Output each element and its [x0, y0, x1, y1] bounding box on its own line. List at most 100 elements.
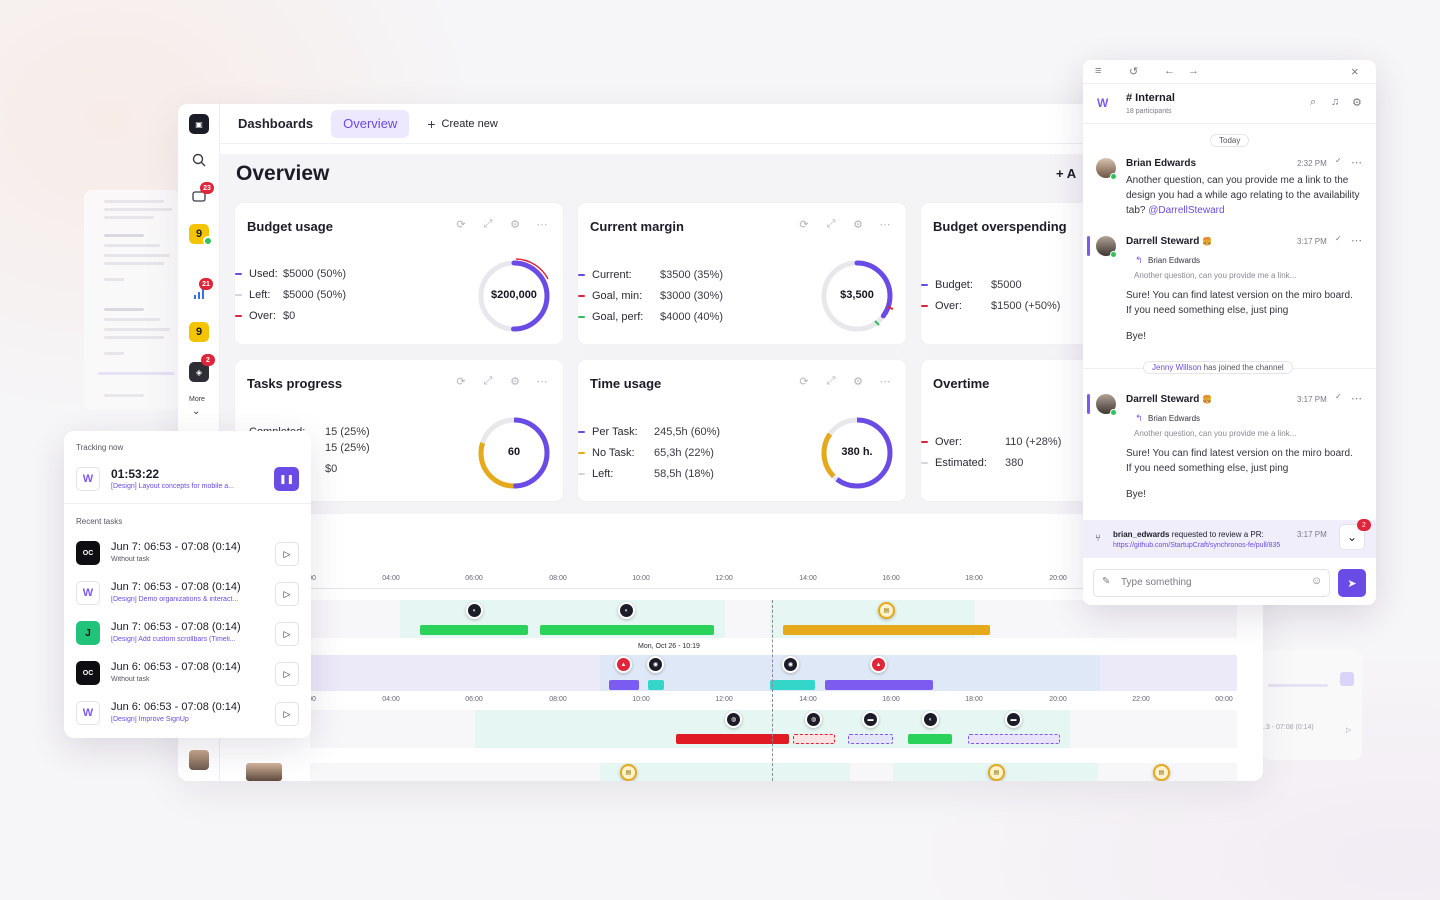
- pr-user: brian_edwards: [1113, 530, 1170, 539]
- refresh-icon[interactable]: ⟳: [799, 218, 809, 231]
- send-button[interactable]: ➤: [1338, 569, 1366, 597]
- app-pin-icon[interactable]: ◍: [725, 711, 742, 728]
- message-more-icon[interactable]: ⋯: [1351, 235, 1362, 247]
- settings-icon[interactable]: ⚙: [510, 218, 520, 231]
- tab-dashboards[interactable]: Dashboards: [238, 116, 314, 131]
- pr-notification[interactable]: ⑂ brian_edwards requested to review a PR…: [1083, 520, 1376, 558]
- app-pin-icon[interactable]: ◐: [466, 602, 483, 619]
- more-label[interactable]: More: [189, 396, 205, 403]
- create-new-button[interactable]: + Create new: [415, 110, 509, 138]
- app-pin-icon[interactable]: ◐: [922, 711, 939, 728]
- recent-task[interactable]: W Jun 6: 06:53 - 07:08 (0:14) [Design] I…: [76, 699, 299, 731]
- tab-overview[interactable]: Overview: [331, 109, 410, 138]
- top-bar: Dashboards Overview + Create new: [220, 104, 1263, 144]
- app-pin-icon[interactable]: ◉: [647, 656, 664, 673]
- task-sub[interactable]: [Design] Improve SignUp: [111, 716, 189, 723]
- more-icon[interactable]: ⋯: [879, 218, 891, 231]
- expand-icon[interactable]: ⤢: [826, 374, 836, 387]
- settings-icon[interactable]: ⚙: [853, 218, 863, 231]
- app-pin-icon[interactable]: ▲: [615, 656, 632, 673]
- task-bar[interactable]: [540, 625, 714, 635]
- bell-icon[interactable]: ♫: [1331, 96, 1340, 108]
- more-icon[interactable]: ⋯: [536, 375, 548, 388]
- card-tools: ⟳ ⤢ ⚙ ⋯: [454, 374, 549, 388]
- chat-app-icon[interactable]: ◈ 2: [189, 354, 215, 382]
- recent-task[interactable]: OC Jun 7: 06:53 - 07:08 (0:14) Without t…: [76, 539, 299, 571]
- settings-icon[interactable]: ⚙: [853, 375, 863, 388]
- app-pin-icon[interactable]: ▬: [862, 711, 879, 728]
- expand-icon[interactable]: ⤢: [826, 217, 836, 230]
- close-icon[interactable]: ×: [1351, 64, 1359, 79]
- stat-value: $1500 (+50%): [991, 300, 1061, 312]
- recent-task[interactable]: J Jun 7: 06:53 - 07:08 (0:14) [Design] A…: [76, 619, 299, 651]
- app-pin-icon[interactable]: ▤: [878, 602, 895, 619]
- reports-icon[interactable]: 21: [189, 278, 213, 304]
- app-icon-yellow-2[interactable]: 9: [189, 322, 209, 342]
- task-bar[interactable]: [825, 680, 933, 690]
- forward-arrow-icon[interactable]: →: [1188, 65, 1199, 77]
- app-pin-icon[interactable]: ▬: [1005, 711, 1022, 728]
- task-bar[interactable]: [609, 680, 639, 690]
- app-pin-icon[interactable]: ◉: [782, 656, 799, 673]
- chevron-down-icon[interactable]: ⌄: [192, 406, 201, 417]
- ring-value: 380 h.: [841, 446, 873, 458]
- task-bar[interactable]: [420, 625, 528, 635]
- menu-icon[interactable]: ≡: [1095, 65, 1102, 77]
- app-icon-yellow[interactable]: 9: [189, 224, 213, 246]
- emoji-icon[interactable]: ☺: [1311, 575, 1323, 587]
- user-avatar[interactable]: [189, 750, 209, 770]
- pr-message: requested to review a PR:: [1169, 530, 1264, 539]
- refresh-icon[interactable]: ⟳: [799, 375, 809, 388]
- play-icon[interactable]: ▷: [275, 542, 299, 566]
- task-bar[interactable]: [648, 680, 664, 690]
- task-sub[interactable]: [Design] Add custom scrollbars (Timeli..…: [111, 636, 236, 643]
- back-arrow-icon[interactable]: ←: [1164, 65, 1175, 77]
- expand-icon[interactable]: ⤢: [483, 217, 493, 230]
- play-icon[interactable]: ▷: [275, 582, 299, 606]
- pr-link[interactable]: https://github.com/StartupCraft/synchron…: [1113, 542, 1281, 549]
- play-icon[interactable]: ▷: [275, 702, 299, 726]
- task-bar[interactable]: [848, 734, 893, 744]
- app-logo-icon[interactable]: ▣: [189, 114, 209, 134]
- add-widget-button[interactable]: + A: [1056, 166, 1077, 181]
- search-icon[interactable]: [189, 150, 209, 170]
- task-bar[interactable]: [793, 734, 835, 744]
- task-bar[interactable]: [770, 680, 815, 690]
- message-more-icon[interactable]: ⋯: [1351, 157, 1362, 169]
- member-avatar[interactable]: [246, 763, 282, 781]
- task-bar[interactable]: [676, 734, 789, 744]
- current-task-link[interactable]: [Design] Layout concepts for mobile a...: [111, 483, 234, 490]
- play-icon[interactable]: ▷: [275, 662, 299, 686]
- refresh-icon[interactable]: ⟳: [456, 375, 466, 388]
- app-pin-icon[interactable]: ▲: [870, 656, 887, 673]
- task-bar[interactable]: [908, 734, 952, 744]
- app-pin-icon[interactable]: ◍: [805, 711, 822, 728]
- message-input[interactable]: ✎ Type something ☺: [1093, 569, 1330, 597]
- history-icon[interactable]: ↺: [1129, 66, 1139, 78]
- expand-icon[interactable]: ⤢: [483, 374, 493, 387]
- app-pin-icon[interactable]: ▤: [1153, 764, 1170, 781]
- app-pin-icon[interactable]: ◐: [618, 602, 635, 619]
- settings-icon[interactable]: ⚙: [510, 375, 520, 388]
- recent-task[interactable]: OC Jun 6: 06:53 - 07:08 (0:14) Without t…: [76, 659, 299, 691]
- app-pin-icon[interactable]: ▤: [620, 764, 637, 781]
- recent-task[interactable]: W Jun 7: 06:53 - 07:08 (0:14) [Design] D…: [76, 579, 299, 611]
- attach-icon[interactable]: ✎: [1102, 576, 1111, 587]
- task-bar[interactable]: [783, 625, 990, 635]
- more-icon[interactable]: ⋯: [879, 375, 891, 388]
- search-icon[interactable]: ⌕: [1310, 96, 1317, 108]
- mention-link[interactable]: @DarrellSteward: [1148, 205, 1225, 216]
- task-bar[interactable]: [968, 734, 1060, 744]
- message-more-icon[interactable]: ⋯: [1351, 393, 1362, 405]
- app-pin-icon[interactable]: ▤: [988, 764, 1005, 781]
- joined-user[interactable]: Jenny Willson: [1152, 363, 1202, 372]
- task-sub[interactable]: [Design] Demo organizations & interact..…: [111, 596, 239, 603]
- task-sub: Without task: [111, 676, 150, 683]
- settings-icon[interactable]: ⚙: [1352, 97, 1362, 109]
- refresh-icon[interactable]: ⟳: [456, 218, 466, 231]
- more-icon[interactable]: ⋯: [536, 218, 548, 231]
- pause-button[interactable]: ❚❚: [274, 467, 299, 491]
- play-icon[interactable]: ▷: [275, 622, 299, 646]
- inbox-icon[interactable]: 23: [189, 182, 214, 206]
- message-body: Another question, can you provide me a l…: [1126, 175, 1360, 216]
